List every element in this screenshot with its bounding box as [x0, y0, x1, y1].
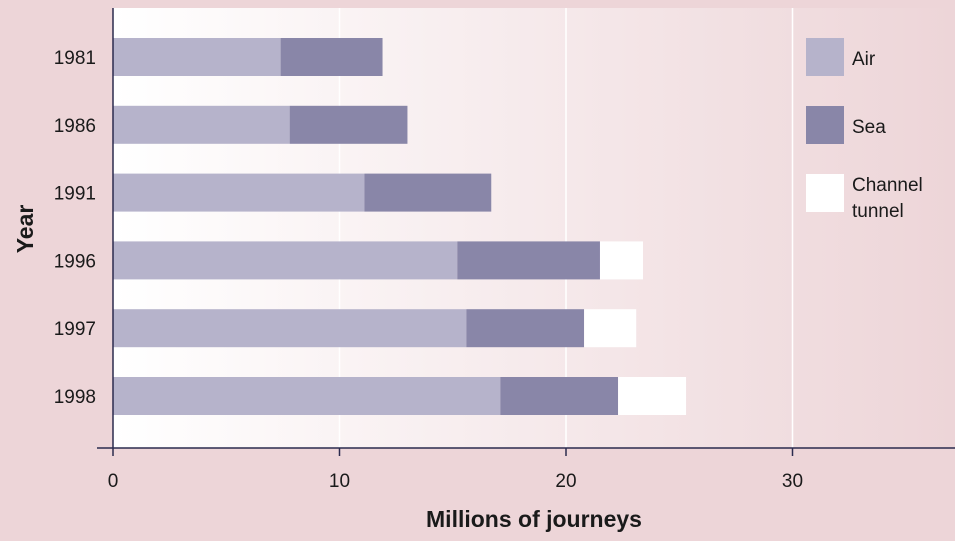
bar-1981-air [113, 38, 281, 76]
x-tick-labels: 0 10 20 30 [108, 471, 803, 492]
bar-1996-air [113, 241, 458, 280]
legend-swatch-channel-tunnel [806, 174, 844, 212]
legend-swatch-sea [806, 106, 844, 144]
legend-label-sea: Sea [852, 117, 886, 138]
y-tick-label: 1986 [54, 116, 96, 137]
y-tick-label: 1998 [54, 387, 96, 408]
x-tick-label: 0 [108, 471, 119, 492]
legend-label-channel-tunnel: Channel tunnel [852, 175, 923, 222]
bar-1986-sea [289, 105, 408, 144]
x-tick-label: 20 [555, 471, 576, 492]
y-tick-label: 1991 [54, 184, 96, 205]
y-tick-label: 1981 [54, 48, 96, 69]
axes [97, 8, 955, 456]
bar-1998-sea [500, 377, 619, 415]
bar-1991-air [113, 173, 365, 212]
bar-1997-air [113, 309, 467, 348]
bars [113, 38, 687, 415]
bar-1981-sea [280, 38, 383, 76]
y-axis-label: Year [12, 205, 38, 254]
bar-1998-channel-tunnel [618, 377, 687, 415]
legend-label-air: Air [852, 49, 876, 70]
bar-1997-channel-tunnel [584, 309, 637, 348]
x-tick-label: 10 [329, 471, 350, 492]
legend-swatch-air [806, 38, 844, 76]
gridlines [338, 8, 794, 448]
bar-1997-sea [466, 309, 585, 348]
bar-1996-sea [457, 241, 600, 280]
legend: Air Sea Channel tunnel [806, 38, 923, 222]
plot-area [113, 8, 952, 448]
y-tick-label: 1996 [54, 251, 96, 272]
x-tick-label: 30 [782, 471, 803, 492]
bar-1991-sea [364, 173, 492, 212]
y-tick-label: 1997 [54, 319, 96, 340]
x-axis-label: Millions of journeys [426, 506, 642, 532]
bar-1998-air [113, 377, 501, 415]
y-tick-labels: 1981 1986 1991 1996 1997 1998 [54, 48, 96, 408]
bar-1986-air [113, 105, 290, 144]
bar-1996-channel-tunnel [599, 241, 644, 280]
